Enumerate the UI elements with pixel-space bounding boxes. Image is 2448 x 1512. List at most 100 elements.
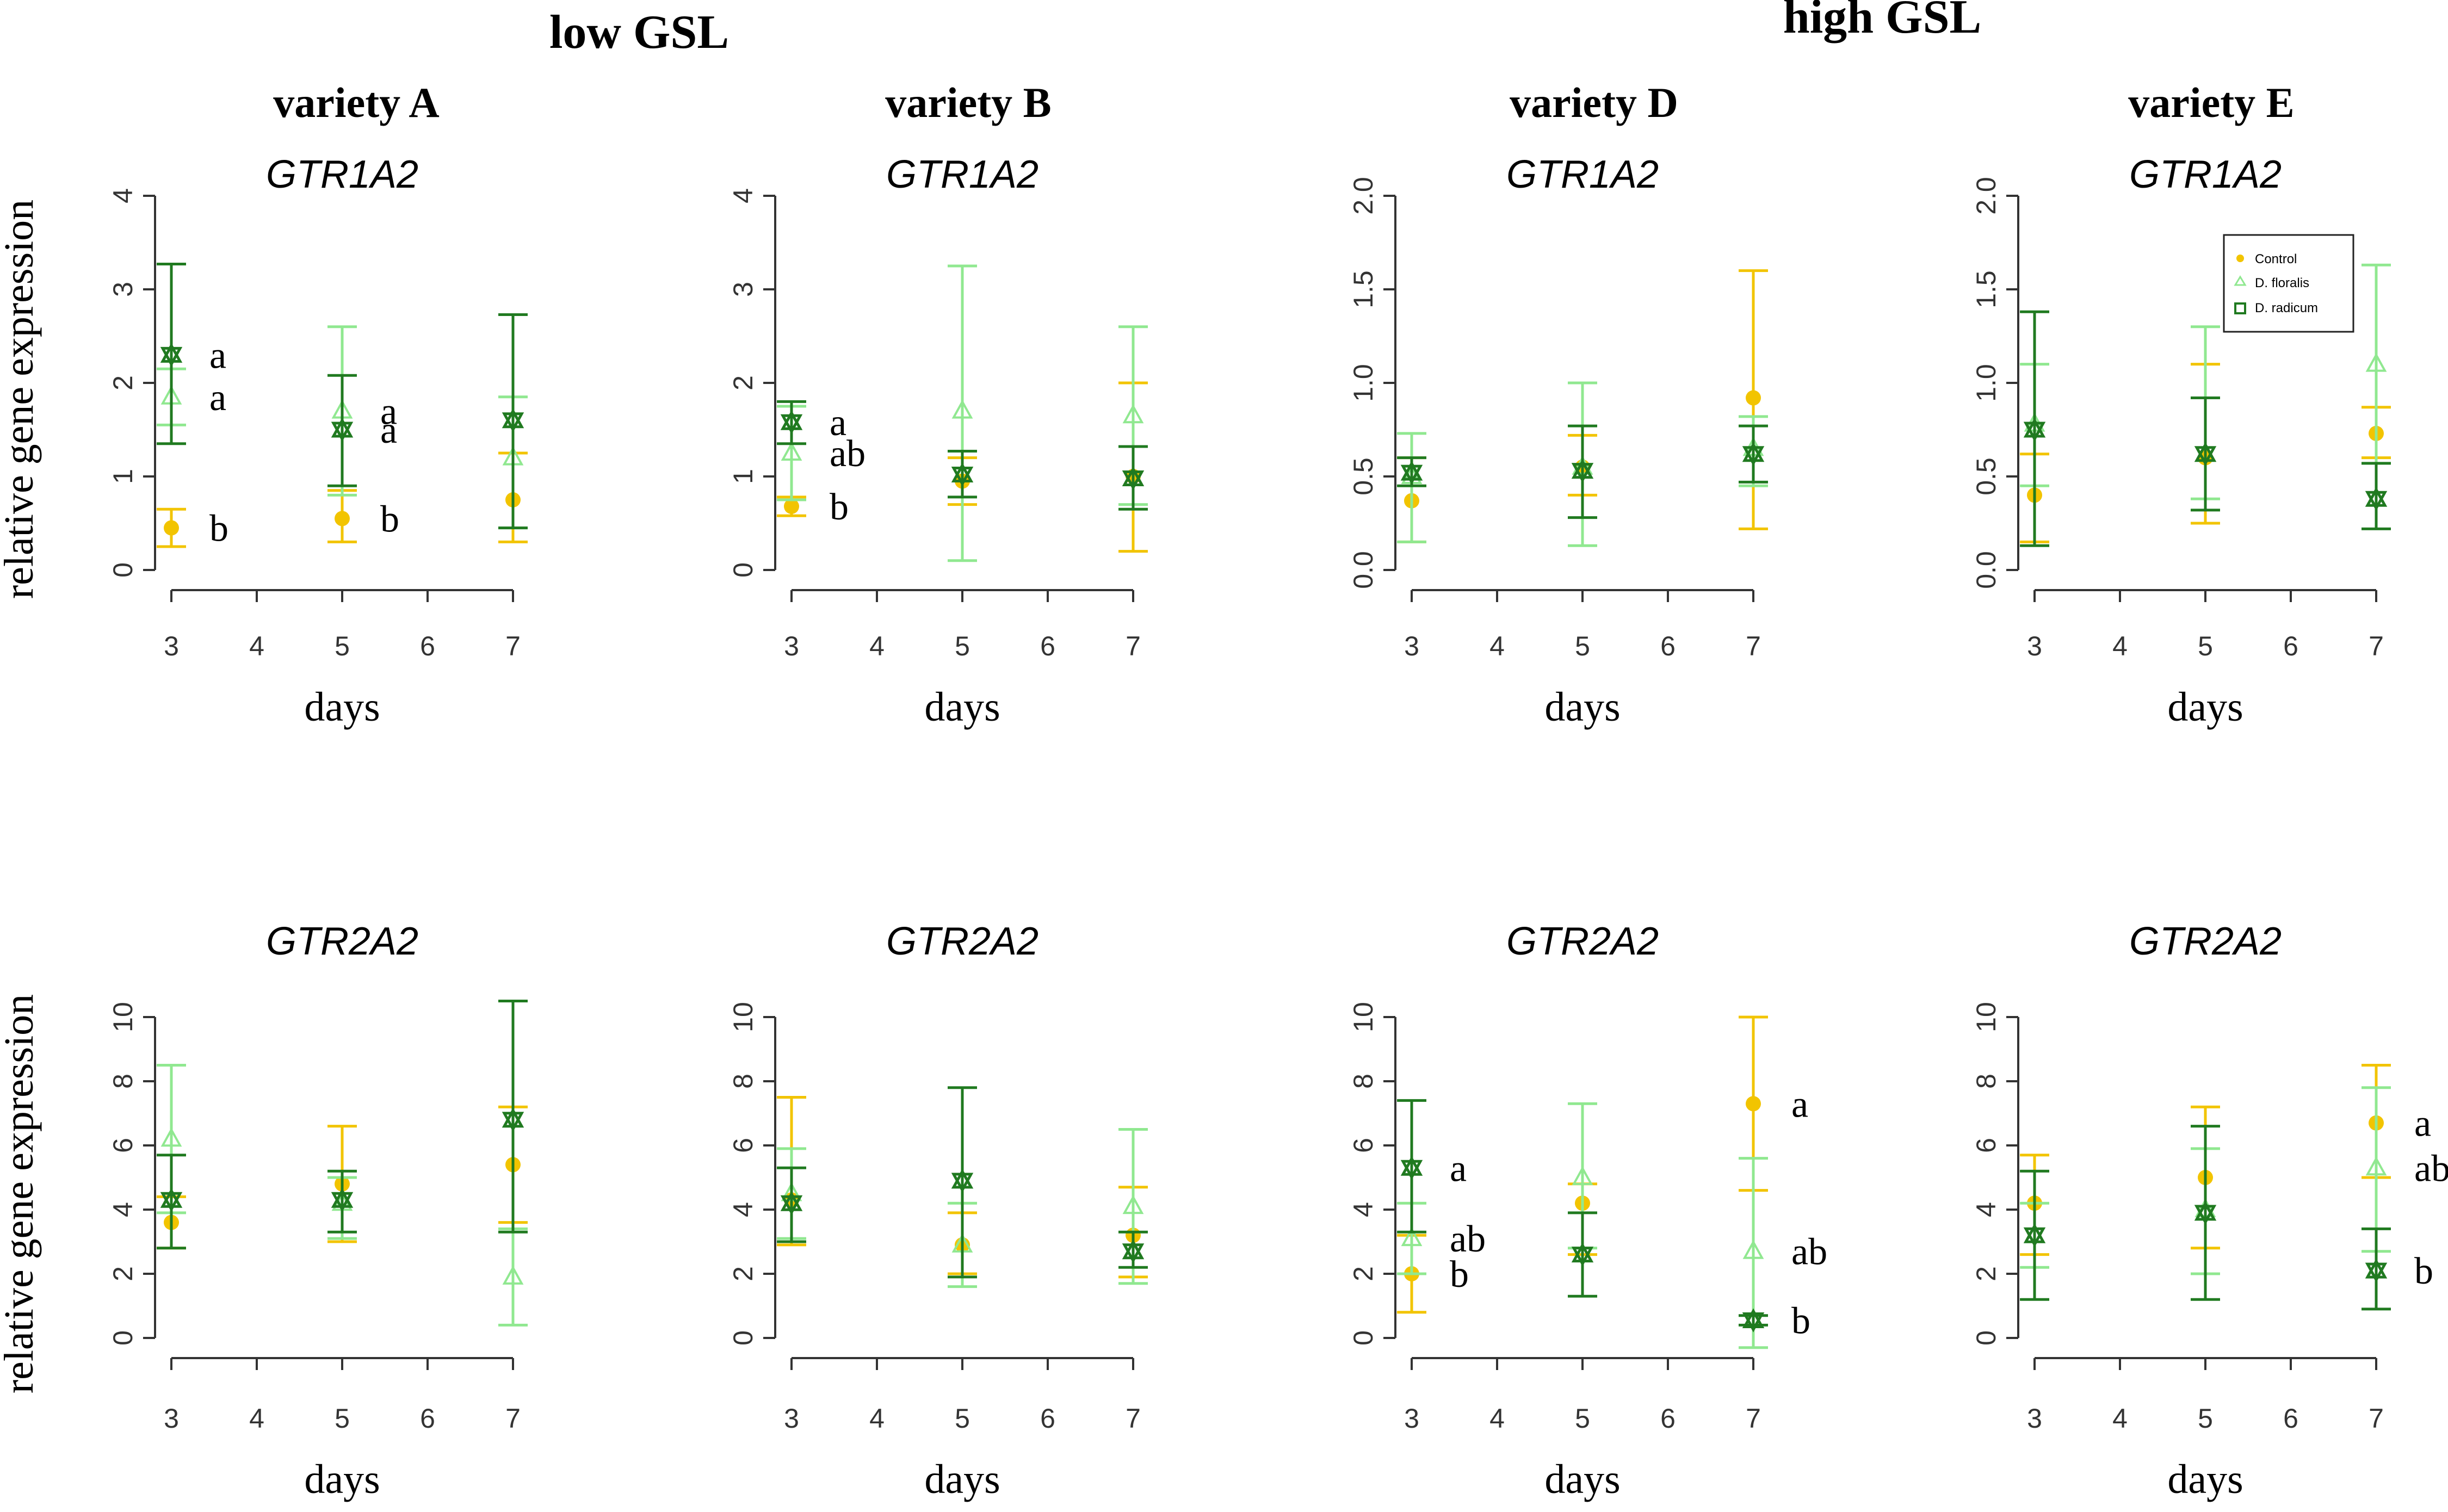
point-d-radicum: [2194, 1200, 2217, 1225]
error-bar-d-radicum: [2191, 1125, 2220, 1301]
x-tick-label: 7: [2369, 631, 2384, 661]
point-d-radicum: [951, 1168, 974, 1193]
error-bar-d-radicum: [327, 1169, 357, 1234]
y-tick-label: 4: [728, 1202, 758, 1217]
significance-label: a: [1450, 1148, 1467, 1189]
y-tick-label: 1.0: [1348, 364, 1378, 402]
legend-label-d-floralis: D. floralis: [2255, 276, 2309, 290]
significance-label: b: [1791, 1300, 1810, 1342]
point-control: [784, 499, 799, 515]
y-tick-label: 4: [728, 188, 758, 203]
x-tick-label: 4: [1489, 1403, 1505, 1434]
x-tick-label: 3: [164, 1403, 179, 1434]
point-d-floralis: [160, 1127, 182, 1147]
panel-title: GTR2A2: [2129, 920, 2282, 963]
x-tick-label: 6: [420, 631, 435, 661]
x-tick-label: 6: [1040, 631, 1055, 661]
y-tick-label: 0.0: [1971, 551, 2001, 589]
x-tick-label: 7: [505, 1403, 521, 1434]
x-tick-label: 7: [505, 631, 521, 661]
point-d-radicum: [780, 410, 803, 435]
point-d-radicum: [780, 1191, 803, 1216]
x-tick-label: 4: [869, 631, 885, 661]
point-d-radicum: [160, 1188, 183, 1212]
x-tick-label: 4: [2112, 631, 2128, 661]
point-d-radicum: [1122, 1239, 1145, 1263]
panel-a1: GTR1A2 0 1 2 3 4 3 4 5 6 7 days relative gene expres…: [0, 153, 528, 730]
point-d-radicum: [2365, 1258, 2388, 1283]
x-tick-label: 7: [2369, 1403, 2384, 1434]
point-d-floralis: [1122, 404, 1144, 424]
significance-label: b: [209, 508, 228, 550]
x-tick-label: 7: [1126, 1403, 1141, 1434]
error-bar-d-radicum: [1118, 445, 1148, 511]
x-tick-label: 4: [2112, 1403, 2128, 1434]
y-tick-label: 8: [1348, 1074, 1378, 1089]
x-axis-label: days: [2167, 1457, 2243, 1502]
error-bar-d-radicum: [2020, 1169, 2049, 1301]
significance-label: ab: [2414, 1148, 2448, 1189]
y-tick-label: 0: [108, 1330, 138, 1346]
panel-title: GTR1A2: [2129, 153, 2282, 196]
panel-a2: GTR2A2 0 2 4 6 8 10 3 4 5 6 7 days relative gene expr…: [0, 920, 528, 1502]
error-bar-d-radicum: [1397, 1099, 1426, 1234]
y-tick-label: 10: [728, 1002, 758, 1032]
panel-title: GTR1A2: [266, 153, 418, 196]
error-bar-d-radicum: [948, 450, 977, 499]
y-tick-label: 2: [1971, 1266, 2001, 1281]
error-bar-d-floralis: [2362, 263, 2391, 465]
y-tick-label: 0.5: [1348, 457, 1378, 495]
error-bar-d-radicum: [2362, 462, 2391, 530]
x-axis-label: days: [924, 1457, 1000, 1502]
point-d-radicum: [1571, 1242, 1594, 1267]
legend-item-d-radicum: D. radicum: [2234, 301, 2318, 315]
significance-label: ab: [1450, 1218, 1486, 1260]
significance-label: ab: [1791, 1231, 1827, 1273]
error-bar-d-floralis: [1397, 432, 1426, 543]
panel-e1: GTR1A2 0.0 0.5 1.0 1.5 2.0 3 4 5 6 7 days: [1971, 153, 2391, 730]
y-tick-label: 1.5: [1971, 270, 2001, 308]
y-tick-label: 6: [728, 1138, 758, 1153]
panel-title: GTR1A2: [886, 153, 1038, 196]
significance-label: b: [1450, 1254, 1469, 1296]
y-tick-label: 6: [1348, 1138, 1378, 1153]
y-tick-label: 10: [108, 1002, 138, 1032]
x-axis-label: days: [1544, 1457, 1620, 1502]
group-title-low-gsl: low GSL: [549, 6, 729, 59]
significance-label: b: [380, 498, 399, 540]
y-tick-label: 4: [108, 188, 138, 203]
y-tick-label: 0: [1971, 1330, 2001, 1346]
significance-label: b: [2414, 1250, 2433, 1292]
point-d-floralis: [1572, 1166, 1593, 1185]
legend-label-control: Control: [2255, 252, 2297, 267]
panel-b1: GTR1A2 0 1 2 3 4 3 4 5 6 7 days b aba: [728, 153, 1148, 730]
error-bar-d-radicum: [498, 313, 528, 530]
point-d-radicum: [502, 408, 524, 432]
panels: GTR1A2 0 1 2 3 4 3 4 5 6 7 days relative gene expres…: [0, 153, 2448, 1502]
y-tick-label: 1.0: [1971, 364, 2001, 402]
x-tick-label: 5: [1575, 631, 1590, 661]
point-d-radicum: [502, 1107, 524, 1132]
x-axis-label: days: [304, 1457, 380, 1502]
panel-title: GTR2A2: [266, 920, 418, 963]
x-tick-label: 4: [249, 631, 264, 661]
y-tick-label: 0: [728, 1330, 758, 1346]
legend-marker-d-radicum: [2234, 302, 2246, 314]
error-bar-d-floralis: [948, 264, 977, 562]
error-bar-d-radicum: [948, 1086, 977, 1279]
point-d-radicum: [1122, 466, 1145, 491]
error-bar-d-radicum: [498, 1000, 528, 1234]
y-tick-label: 2: [108, 375, 138, 391]
x-tick-label: 6: [1660, 1403, 1676, 1434]
significance-label: a: [380, 391, 397, 433]
point-d-floralis: [1122, 1194, 1144, 1214]
x-tick-label: 4: [249, 1403, 264, 1434]
point-d-radicum: [160, 343, 183, 367]
x-tick-label: 3: [2027, 1403, 2042, 1434]
point-d-floralis: [2365, 352, 2387, 372]
point-d-radicum: [2023, 417, 2046, 442]
x-tick-label: 6: [2283, 1403, 2298, 1434]
error-bar-d-radicum: [2191, 396, 2220, 512]
error-bar-d-radicum: [1739, 1314, 1768, 1327]
y-tick-label: 6: [108, 1138, 138, 1153]
